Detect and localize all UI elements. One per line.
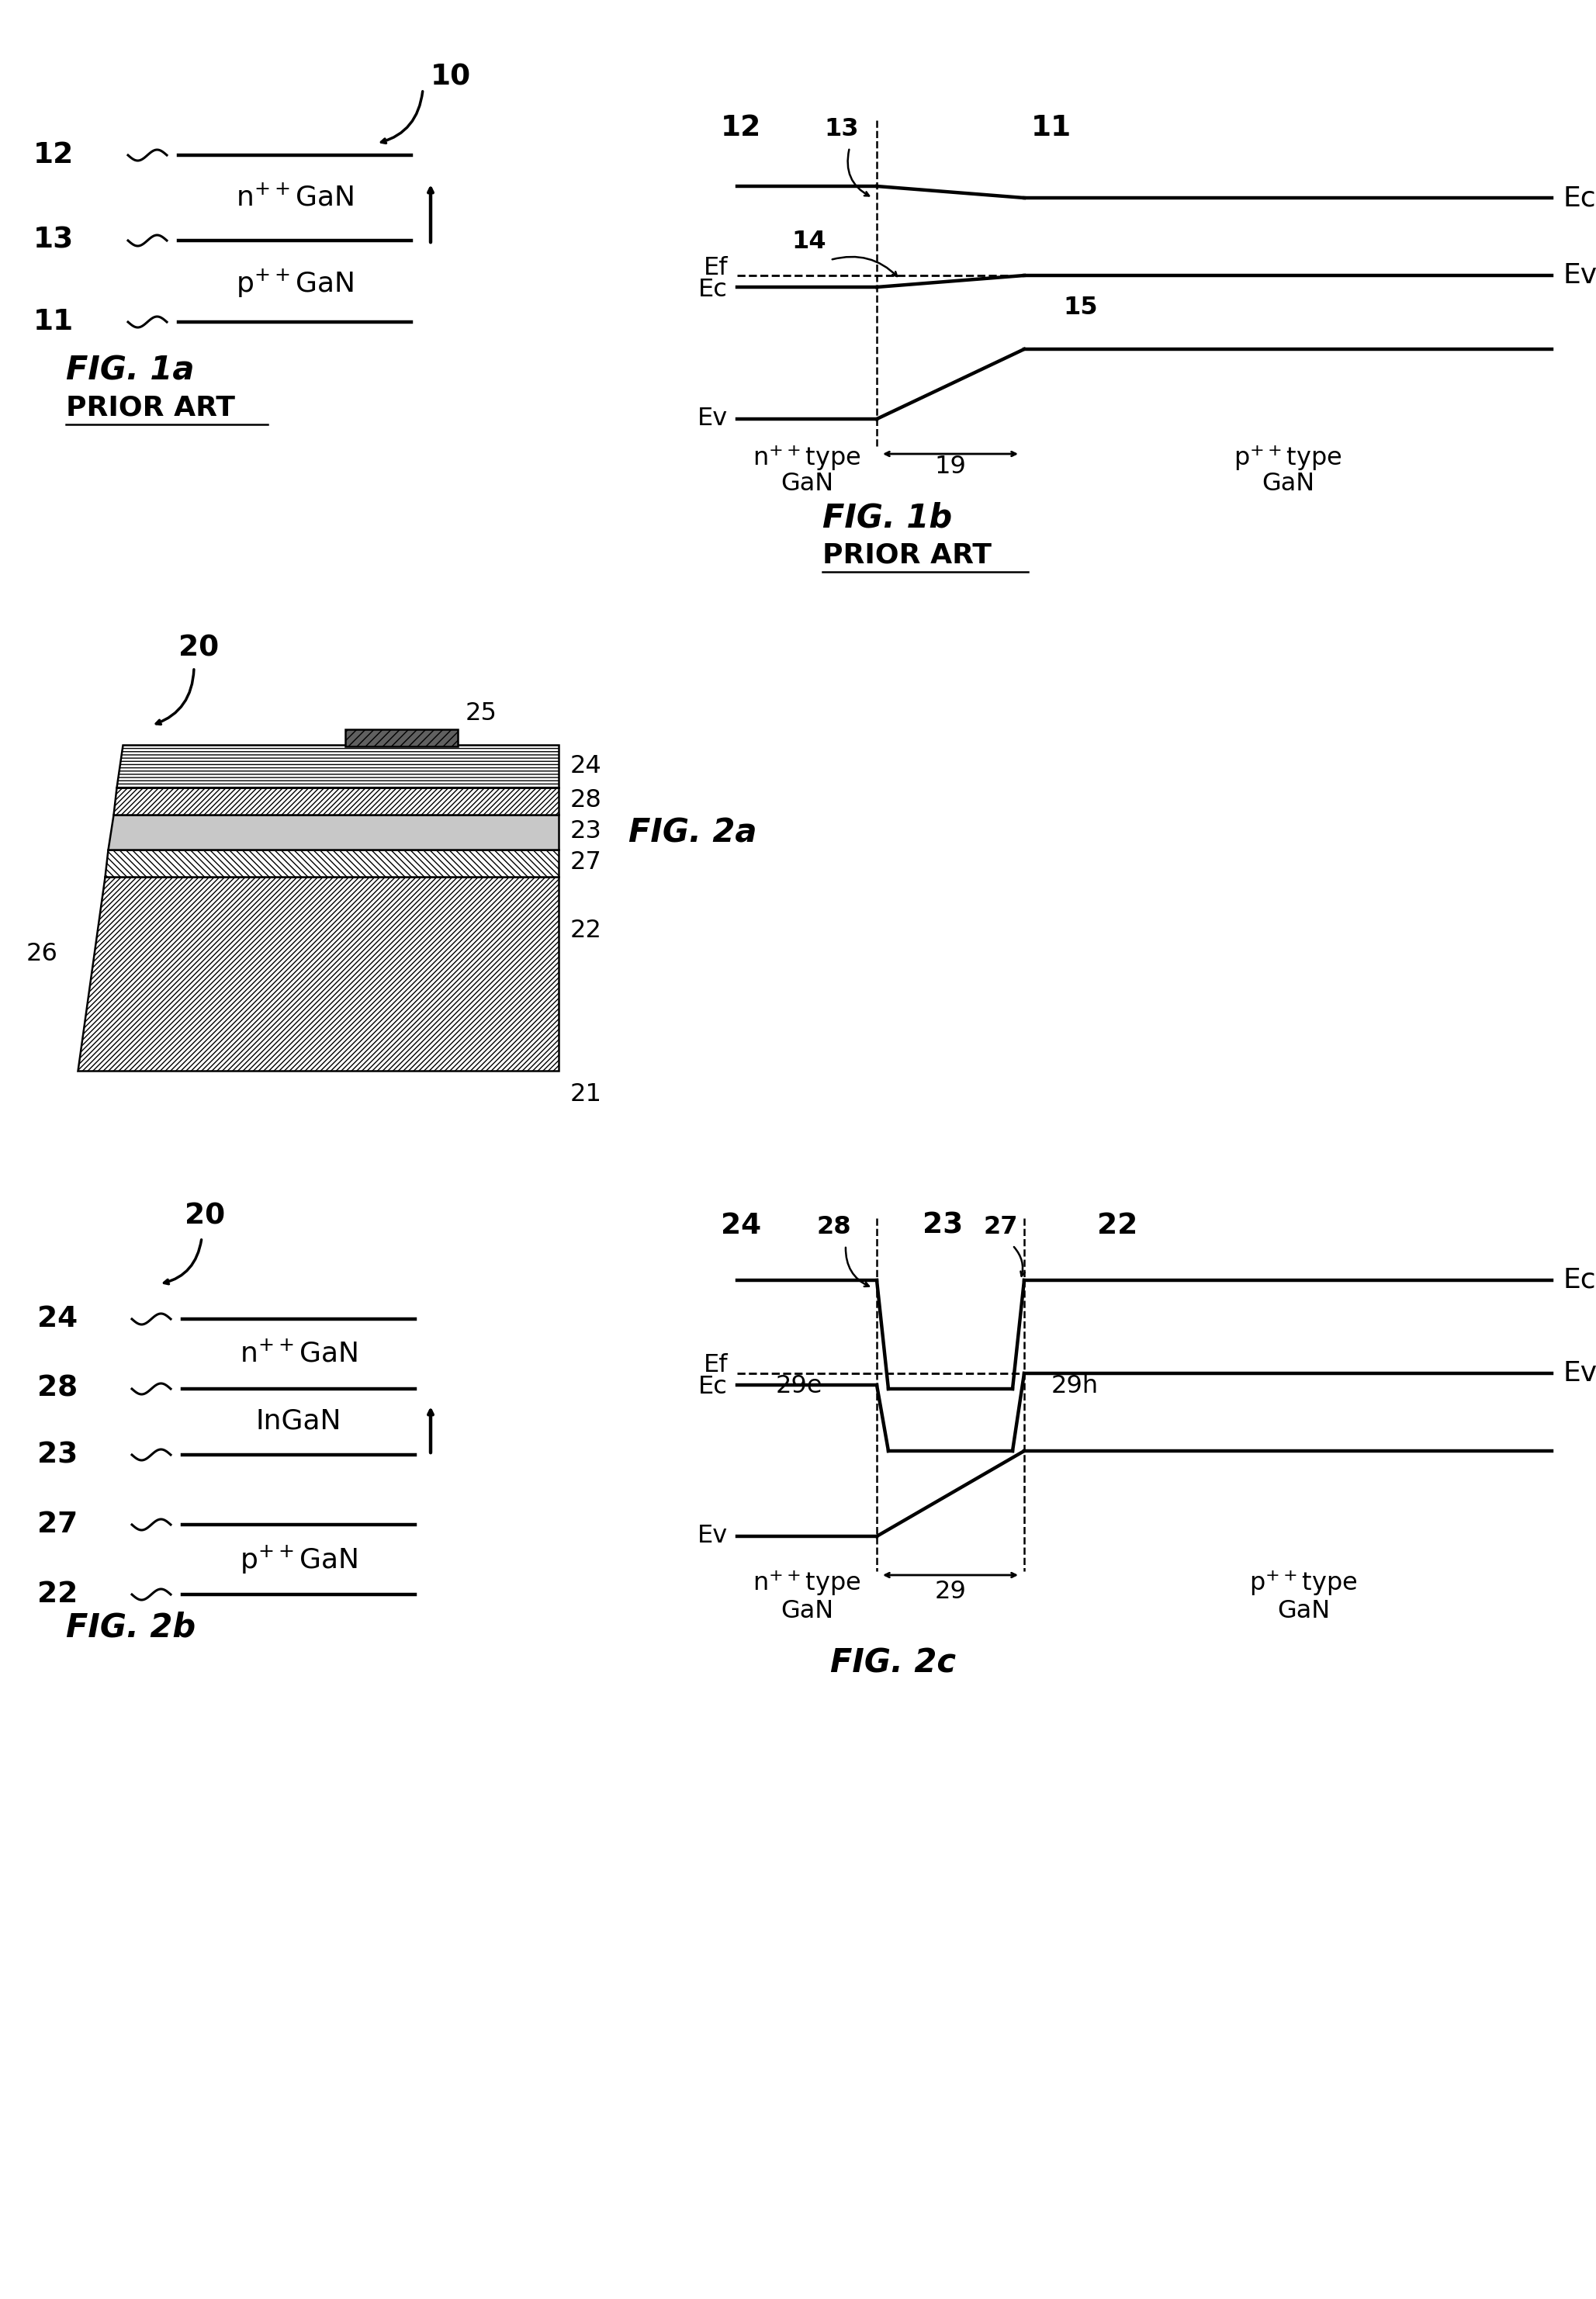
Text: 21: 21: [570, 1083, 602, 1106]
Text: 23: 23: [922, 1212, 962, 1239]
Polygon shape: [109, 814, 559, 851]
Polygon shape: [78, 876, 559, 1071]
Text: 22: 22: [37, 1579, 78, 1609]
Text: 14: 14: [792, 230, 827, 253]
Text: n$^{++}$GaN: n$^{++}$GaN: [239, 1340, 358, 1368]
Text: 13: 13: [34, 228, 73, 255]
Text: 12: 12: [721, 115, 761, 143]
Text: n$^{++}$type: n$^{++}$type: [753, 444, 862, 474]
Text: GaN: GaN: [1277, 1600, 1329, 1623]
Text: 12: 12: [34, 140, 73, 170]
Text: 19: 19: [935, 455, 966, 478]
Polygon shape: [117, 745, 559, 789]
Text: 28: 28: [37, 1375, 78, 1402]
Text: 11: 11: [1031, 115, 1071, 143]
Text: Ev: Ev: [1564, 1361, 1596, 1386]
Text: Ec: Ec: [699, 278, 728, 301]
Text: 11: 11: [34, 308, 73, 336]
Text: Ef: Ef: [704, 1354, 728, 1377]
Polygon shape: [113, 789, 559, 814]
Text: FIG. 1b: FIG. 1b: [822, 501, 953, 536]
Text: 10: 10: [431, 64, 471, 92]
Text: 28: 28: [570, 789, 602, 814]
Text: 24: 24: [721, 1212, 761, 1239]
Text: 27: 27: [983, 1216, 1018, 1239]
Text: GaN: GaN: [780, 471, 833, 497]
Text: 13: 13: [825, 117, 859, 140]
Text: 22: 22: [1096, 1212, 1138, 1239]
Text: 23: 23: [37, 1441, 78, 1469]
Text: 23: 23: [570, 821, 602, 844]
Text: 26: 26: [27, 943, 57, 966]
Text: Ec: Ec: [1564, 184, 1596, 212]
Text: p$^{++}$GaN: p$^{++}$GaN: [236, 267, 354, 299]
Text: 25: 25: [466, 701, 498, 726]
Polygon shape: [104, 851, 559, 876]
Text: Ec: Ec: [1564, 1267, 1596, 1294]
Text: 20: 20: [185, 1202, 225, 1230]
Text: FIG. 2a: FIG. 2a: [629, 816, 757, 848]
Text: Ev: Ev: [1564, 262, 1596, 290]
Text: p$^{++}$type: p$^{++}$type: [1234, 444, 1342, 474]
Text: 22: 22: [570, 920, 602, 943]
Text: 15: 15: [1063, 297, 1098, 320]
Text: InGaN: InGaN: [255, 1409, 342, 1435]
Text: Ev: Ev: [697, 1524, 728, 1547]
Text: PRIOR ART: PRIOR ART: [65, 393, 235, 421]
Text: n$^{++}$type: n$^{++}$type: [753, 1568, 862, 1598]
Text: Ec: Ec: [699, 1375, 728, 1400]
Text: Ev: Ev: [697, 407, 728, 430]
Text: FIG. 2b: FIG. 2b: [65, 1612, 196, 1644]
Bar: [345, 729, 458, 747]
Text: GaN: GaN: [1261, 471, 1315, 497]
Text: 29: 29: [935, 1579, 966, 1605]
Text: GaN: GaN: [780, 1600, 833, 1623]
Text: FIG. 2c: FIG. 2c: [830, 1646, 956, 1678]
Text: Ef: Ef: [704, 255, 728, 280]
Text: p$^{++}$type: p$^{++}$type: [1250, 1568, 1358, 1598]
Text: 24: 24: [37, 1306, 78, 1333]
Text: 29e: 29e: [776, 1375, 824, 1398]
Text: p$^{++}$GaN: p$^{++}$GaN: [239, 1543, 358, 1575]
Text: PRIOR ART: PRIOR ART: [822, 543, 991, 568]
Text: n$^{++}$GaN: n$^{++}$GaN: [236, 184, 354, 212]
Text: 24: 24: [570, 754, 602, 777]
Text: 27: 27: [37, 1510, 78, 1538]
Text: 29h: 29h: [1052, 1375, 1098, 1398]
Text: 28: 28: [817, 1216, 851, 1239]
Text: FIG. 1a: FIG. 1a: [65, 354, 195, 386]
Text: 27: 27: [570, 851, 602, 876]
Text: 20: 20: [179, 635, 219, 662]
